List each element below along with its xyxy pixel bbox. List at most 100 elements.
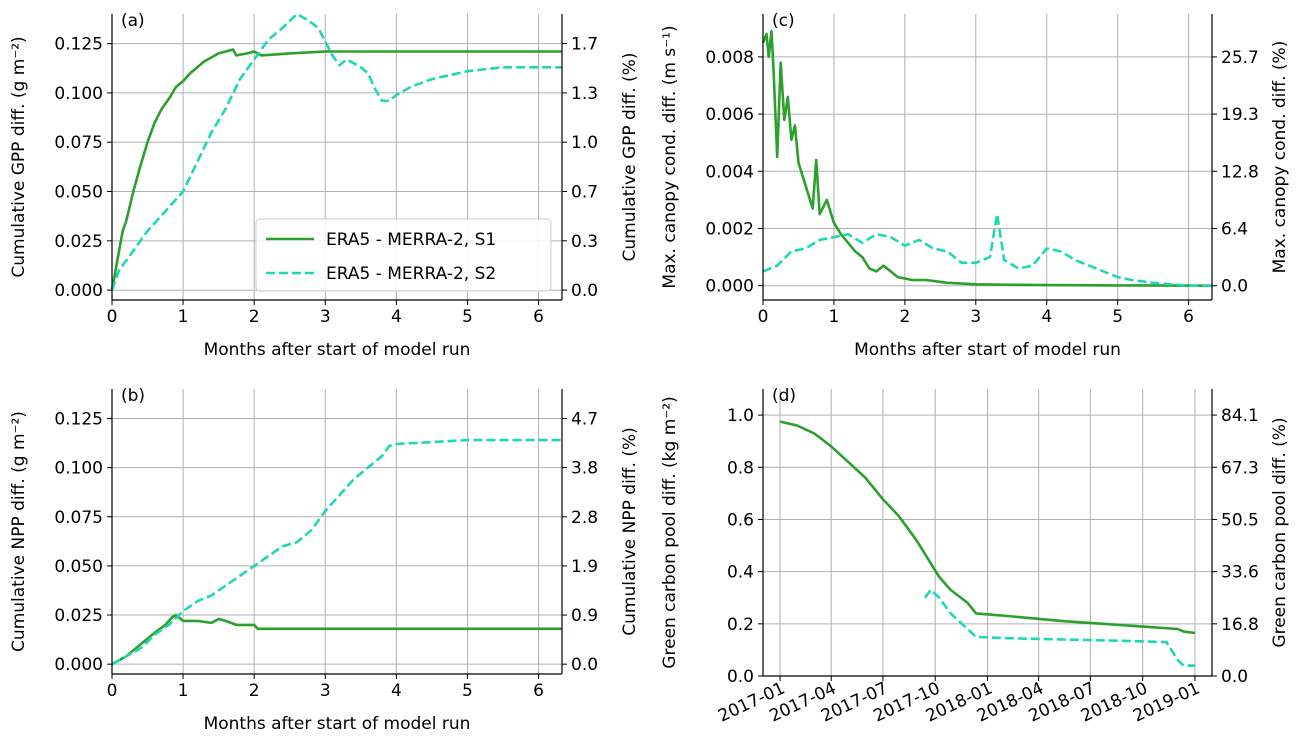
y-tick-label: 0.050 <box>54 183 103 203</box>
x-tick-label: 3 <box>320 681 331 701</box>
x-tick-label: 6 <box>533 681 544 701</box>
x-tick-label: 1 <box>178 307 189 327</box>
y-tick-label: 0.008 <box>705 48 754 68</box>
x-tick-label: 1 <box>178 681 189 701</box>
y-right-tick-label: 16.8 <box>1221 615 1259 635</box>
y-tick-label: 0.025 <box>54 606 103 626</box>
y-tick-label: 0.4 <box>727 563 754 583</box>
x-tick-label: 5 <box>1112 307 1123 327</box>
y-right-tick-label: 50.5 <box>1221 510 1259 530</box>
legend: ERA5 - MERRA-2, S1 ERA5 - MERRA-2, S2 <box>255 218 552 292</box>
series-line-s2 <box>923 588 1195 667</box>
y-axis-label-right: Green carbon pool diff. (%) <box>1270 417 1290 647</box>
panel-b: 0 1 2 3 4 5 6 0.000 0.025 0.050 0.075 0.100 0.125 0.0… <box>9 386 640 734</box>
y-right-tick-label: 1.9 <box>571 557 598 577</box>
series-line-s1 <box>779 420 1196 635</box>
y-right-tick-label: 25.7 <box>1221 48 1259 68</box>
y-tick-label: 0.000 <box>705 277 754 297</box>
x-tick-label: 1 <box>829 307 840 327</box>
y-tick-label: 0.100 <box>54 84 103 104</box>
y-right-tick-label: 3.8 <box>571 459 598 479</box>
series-line-s1 <box>761 29 1213 288</box>
panel-c: 0 1 2 3 4 5 6 0.000 0.002 0.004 0.006 0.008 0.0 6.4 12… <box>660 11 1290 360</box>
y-tick-label: 0.100 <box>54 459 103 479</box>
series-line-s2 <box>762 212 1212 288</box>
x-tick-label: 0 <box>758 307 769 327</box>
x-axis-label: Months after start of model run <box>204 340 471 360</box>
series-line-s2 <box>111 438 562 666</box>
y-right-tick-label: 0.0 <box>1221 277 1248 297</box>
x-axis-label: Months after start of model run <box>854 340 1121 360</box>
series-line-s1 <box>111 613 562 666</box>
grid-d <box>763 389 1212 677</box>
grid-b <box>111 389 562 674</box>
y-right-tick-label: 1.3 <box>571 84 598 104</box>
x-tick-label: 6 <box>1183 307 1194 327</box>
y-right-tick-label: 0.0 <box>571 655 598 675</box>
y-right-tick-label: 33.6 <box>1221 563 1259 583</box>
x-tick-label: 2 <box>899 307 910 327</box>
x-tick-label: 3 <box>970 307 981 327</box>
legend-entry: ERA5 - MERRA-2, S2 <box>326 264 496 284</box>
x-tick-label: 3 <box>320 307 331 327</box>
y-axis-label-right: Cumulative GPP diff. (%) <box>620 53 640 262</box>
x-axis-label: Months after start of model run <box>204 714 471 734</box>
x-tick-label: 4 <box>391 307 402 327</box>
y-tick-label: 0.000 <box>54 655 103 675</box>
x-tick-label: 0 <box>107 681 118 701</box>
y-tick-label: 0.125 <box>54 409 103 429</box>
y-tick-label: 0.075 <box>54 133 103 153</box>
y-axis-label: Max. canopy cond. diff. (m s⁻¹) <box>660 25 680 288</box>
y-axis-label-right: Max. canopy cond. diff. (%) <box>1270 41 1290 274</box>
y-axis-label: Cumulative NPP diff. (g m⁻²) <box>9 411 29 652</box>
x-tick-label: 6 <box>533 307 544 327</box>
y-right-tick-label: 6.4 <box>1221 220 1248 240</box>
x-tick-label: 5 <box>462 681 473 701</box>
series-line-s1 <box>110 48 562 291</box>
y-right-tick-label: 67.3 <box>1221 458 1259 478</box>
y-axis-label-right: Cumulative NPP diff. (%) <box>620 427 640 636</box>
panel-d: 2017-012017-042017-072017-102018-012018-… <box>660 386 1290 727</box>
y-tick-label: 0.8 <box>727 458 754 478</box>
series-line-s2 <box>110 12 562 291</box>
panel-tag: (c) <box>772 11 795 31</box>
panel-tag: (a) <box>121 11 145 31</box>
panel-a: 0 1 2 3 4 5 6 0.000 0.025 0.050 0.075 0.100 0.125 0.0… <box>9 11 640 360</box>
x-tick-label: 0 <box>107 307 118 327</box>
y-right-tick-label: 84.1 <box>1221 406 1259 426</box>
y-tick-label: 0.002 <box>705 220 754 240</box>
y-axis-label: Green carbon pool diff. (kg m⁻²) <box>660 396 680 668</box>
y-tick-label: 0.6 <box>727 510 754 530</box>
x-tick-label: 4 <box>1041 307 1052 327</box>
y-tick-label: 1.0 <box>727 406 754 426</box>
y-right-tick-label: 0.9 <box>571 606 598 626</box>
y-axis-label: Cumulative GPP diff. (g m⁻²) <box>9 36 29 277</box>
y-right-tick-label: 19.3 <box>1221 105 1259 125</box>
y-right-tick-label: 2.8 <box>571 508 598 528</box>
panel-tag: (b) <box>121 386 145 406</box>
y-tick-label: 0.0 <box>727 667 754 687</box>
y-tick-label: 0.006 <box>705 105 754 125</box>
y-tick-label: 0.075 <box>54 508 103 528</box>
y-right-tick-label: 1.7 <box>571 35 598 55</box>
legend-entry: ERA5 - MERRA-2, S1 <box>326 230 496 250</box>
y-right-tick-label: 0.0 <box>571 281 598 301</box>
x-tick-label: 4 <box>391 681 402 701</box>
y-tick-label: 0.2 <box>727 615 754 635</box>
y-right-tick-label: 0.3 <box>571 232 598 252</box>
y-right-tick-label: 4.7 <box>571 409 598 429</box>
y-right-tick-label: 0.0 <box>1221 667 1248 687</box>
y-tick-label: 0.050 <box>54 557 103 577</box>
y-right-tick-label: 12.8 <box>1221 162 1259 182</box>
y-tick-label: 0.025 <box>54 232 103 252</box>
legend-frame <box>255 218 552 292</box>
y-tick-label: 0.125 <box>54 35 103 55</box>
x-tick-label: 2 <box>249 681 260 701</box>
x-tick-label: 2 <box>249 307 260 327</box>
y-tick-label: 0.000 <box>54 281 103 301</box>
panel-tag: (d) <box>772 386 796 406</box>
y-right-tick-label: 1.0 <box>571 133 598 153</box>
y-right-tick-label: 0.7 <box>571 183 598 203</box>
y-tick-label: 0.004 <box>705 162 754 182</box>
